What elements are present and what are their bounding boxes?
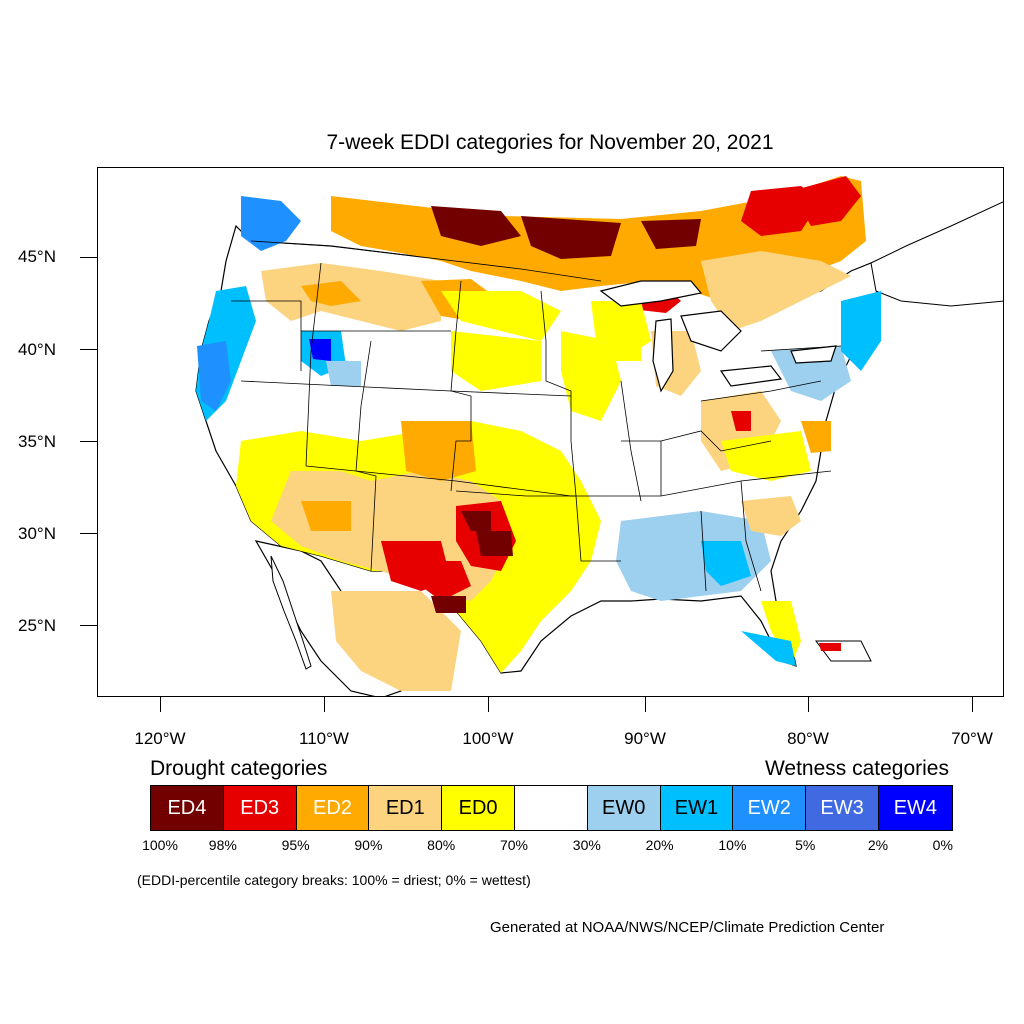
lat-label-45: 45°N <box>18 247 56 266</box>
map-svg <box>195 176 1003 696</box>
lon-tick <box>645 697 646 712</box>
lat-label-40: 40°N <box>18 340 56 359</box>
lon-label-90: 90°W <box>624 729 666 748</box>
legend-cell-ew4: EW4 <box>878 786 952 830</box>
percentile-label: 30% <box>572 837 601 853</box>
lat-label-25: 25°N <box>18 616 56 635</box>
percentile-label: 0% <box>932 837 953 853</box>
eddi-categories <box>196 176 881 691</box>
legend-cell-ed2: ED2 <box>296 786 370 830</box>
lat-label-35: 35°N <box>18 432 56 451</box>
percentile-label: 2% <box>867 837 889 853</box>
map-title: 7-week EDDI categories for November 20, … <box>326 131 774 154</box>
credit-text: Generated at NOAA/NWS/NCEP/Climate Predi… <box>490 919 885 936</box>
lon-label-110: 110°W <box>299 729 349 748</box>
percentile-label: 95% <box>281 837 310 853</box>
lon-tick <box>324 697 325 712</box>
lat-tick <box>80 349 97 350</box>
legend-note: (EDDI-percentile category breaks: 100% =… <box>137 872 531 888</box>
lat-tick <box>80 625 97 626</box>
lat-tick <box>80 257 97 258</box>
legend-color-bar: ED4 ED3 ED2 ED1 ED0 EW0 EW1 EW2 EW3 EW4 <box>150 785 953 831</box>
legend-cell-ed0: ED0 <box>442 786 515 830</box>
lon-tick <box>972 697 973 712</box>
legend-cell-ed4: ED4 <box>151 786 224 830</box>
percentile-label: 5% <box>795 837 816 853</box>
drought-heading: Drought categories <box>150 757 328 780</box>
percentile-label: 98% <box>208 837 237 853</box>
legend-cell-ew3: EW3 <box>806 786 879 830</box>
legend-cell-ed1: ED1 <box>369 786 443 830</box>
lat-tick <box>80 441 97 442</box>
eddi-map <box>97 167 1004 697</box>
wetness-heading: Wetness categories <box>764 757 949 780</box>
percentile-label: 20% <box>645 837 674 853</box>
lon-tick <box>160 697 161 712</box>
lon-tick <box>808 697 809 712</box>
lon-label-100: 100°W <box>462 729 514 748</box>
percentile-label: 90% <box>354 837 383 853</box>
legend-cell-ew0: EW0 <box>587 786 661 830</box>
percentile-label: 10% <box>718 837 747 853</box>
percentile-label: 80% <box>427 837 456 853</box>
lat-label-30: 30°N <box>18 524 56 543</box>
lon-label-70: 70°W <box>951 729 993 748</box>
percentile-label: 70% <box>499 837 529 853</box>
state-boundaries <box>231 240 842 592</box>
legend-cell-ed3: ED3 <box>223 786 297 830</box>
legend-cell-normal <box>514 786 588 830</box>
legend-cell-ew2: EW2 <box>733 786 807 830</box>
great-lakes <box>599 280 837 393</box>
lon-tick <box>488 697 489 712</box>
lon-label-80: 80°W <box>787 729 829 748</box>
lon-label-120: 120°W <box>134 729 186 748</box>
legend-cell-ew1: EW1 <box>660 786 734 830</box>
percentile-label: 100% <box>142 837 178 853</box>
lat-tick <box>80 533 97 534</box>
